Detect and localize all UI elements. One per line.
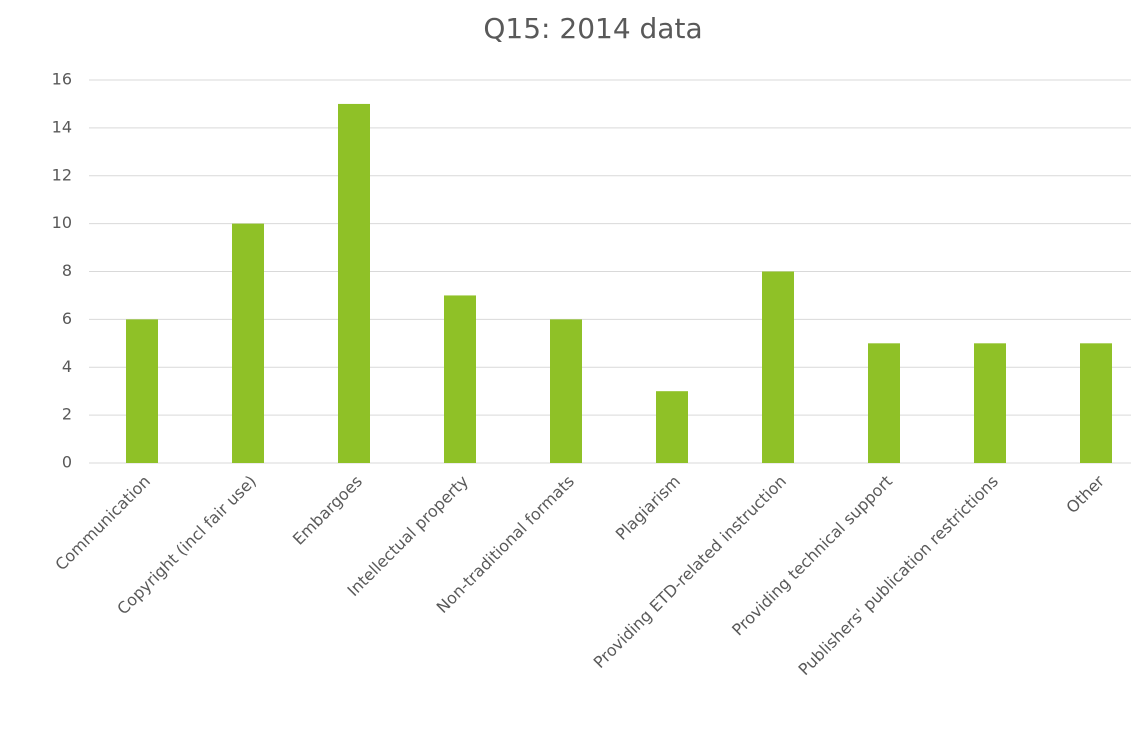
bar — [868, 343, 900, 463]
y-tick-label: 10 — [52, 213, 72, 232]
x-tick-label: Other — [1062, 471, 1108, 517]
y-tick-label: 14 — [52, 117, 72, 136]
bar — [444, 295, 476, 463]
y-tick-label: 8 — [62, 261, 72, 280]
y-tick-label: 12 — [52, 165, 72, 184]
bar — [974, 343, 1006, 463]
bar — [1080, 343, 1112, 463]
bar — [232, 223, 264, 463]
bar — [338, 103, 370, 463]
y-tick-label: 2 — [62, 405, 72, 424]
chart-title: Q15: 2014 data — [483, 12, 702, 45]
y-tick-label: 6 — [62, 309, 72, 328]
bar — [550, 319, 582, 463]
x-tick-label: Plagiarism — [612, 472, 684, 544]
x-tick-label: Publishers' publication restrictions — [795, 472, 1002, 679]
y-tick-label: 16 — [52, 70, 72, 89]
bar — [656, 391, 688, 463]
x-tick-label: Intellectual property — [343, 472, 472, 601]
y-tick-label: 4 — [62, 357, 72, 376]
y-tick-label: 0 — [62, 453, 72, 472]
x-tick-label: Providing ETD-related instruction — [590, 472, 790, 672]
x-tick-label: Communication — [51, 472, 154, 575]
bar — [762, 271, 794, 463]
x-tick-label: Embargoes — [289, 472, 366, 549]
bar — [126, 319, 158, 463]
